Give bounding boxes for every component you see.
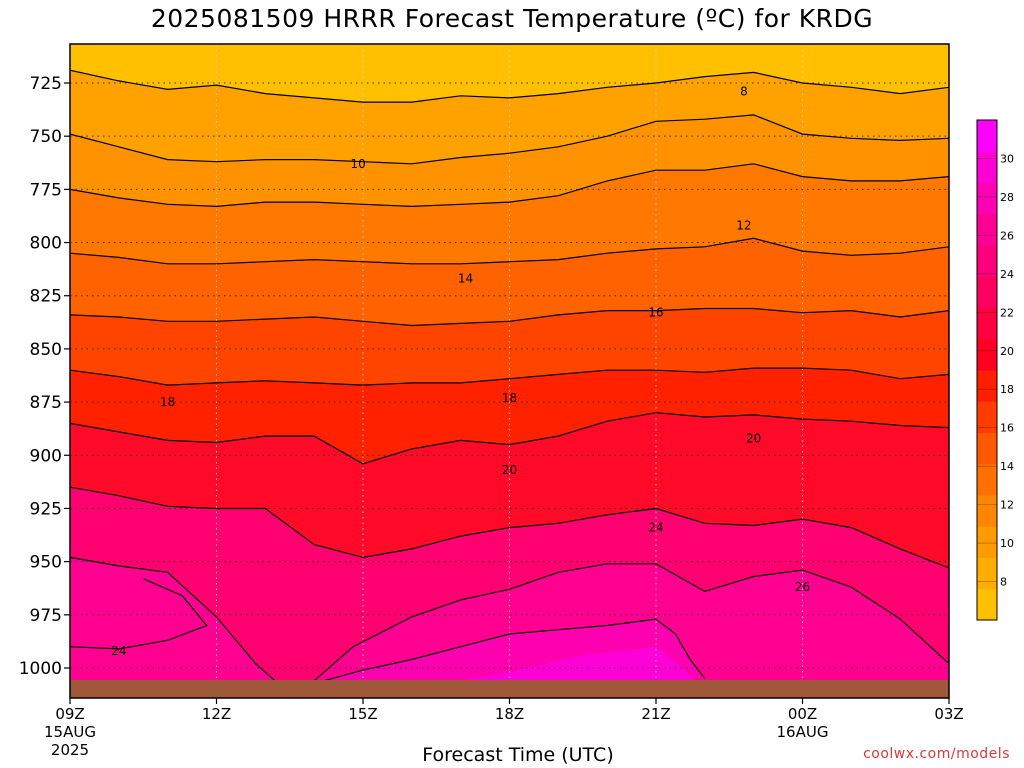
isotherm-26-8 [70, 556, 276, 682]
colorbar-swatch-10 [977, 276, 997, 308]
x-tick-label-09Z: 09Z [55, 705, 84, 723]
y-tick-label-850: 850 [30, 340, 62, 360]
colorbar-swatch-11 [977, 245, 997, 277]
colorbar-swatch-6 [977, 401, 997, 433]
terrain-strip [70, 680, 949, 698]
isotherm-28-11 [323, 618, 706, 682]
isotherm-18-5 [70, 367, 949, 386]
y-tick-label-725: 725 [30, 74, 62, 94]
y-tick-label-775: 775 [30, 180, 62, 200]
colorbar-swatch-2 [977, 526, 997, 558]
contour-label-3: 14 [458, 272, 473, 286]
colorbar-swatch-12 [977, 213, 997, 246]
colorbar-swatch-14 [977, 151, 997, 183]
y-tick-label-975: 975 [30, 606, 62, 626]
colorbar-tick-label-20: 20 [1000, 345, 1014, 358]
temperature-pocket-left [70, 578, 207, 649]
colorbar-tick-label-22: 22 [1000, 306, 1014, 319]
isotherm-14-3 [70, 237, 949, 265]
colorbar-tick-label-14: 14 [1000, 460, 1014, 473]
isotherm-12-2 [70, 163, 949, 208]
isotherm-16-4 [70, 307, 949, 327]
temperature-core-30 [460, 646, 696, 681]
contour-label-4: 16 [648, 306, 663, 320]
x-tick-label-15Z: 15Z [348, 705, 377, 723]
isotherm-8-0 [70, 69, 949, 103]
isotherm-24-10 [70, 578, 208, 650]
x-tick-sublabel-09Z-1: 2025 [51, 741, 89, 759]
colorbar-swatch-9 [977, 307, 997, 340]
y-tick-label-950: 950 [30, 553, 62, 573]
colorbar-frame [976, 119, 998, 621]
colorbar-swatch-1 [977, 557, 997, 590]
contour-label-0: 8 [740, 85, 748, 99]
colorbar-swatch-5 [977, 432, 997, 465]
x-tick-label-00Z: 00Z [788, 705, 817, 723]
colorbar-tick-label-12: 12 [1000, 499, 1014, 512]
colorbar-tick-label-10: 10 [1000, 537, 1014, 550]
chart-title: 2025081509 HRRR Forecast Temperature (ºC… [150, 4, 874, 33]
contour-label-8: 20 [746, 431, 761, 445]
x-tick-label-12Z: 12Z [202, 705, 231, 723]
x-axis-label: Forecast Time (UTC) [422, 744, 614, 766]
y-tick-label-800: 800 [30, 234, 62, 254]
y-tick-label-875: 875 [30, 393, 62, 413]
x-tick-label-21Z: 21Z [641, 705, 670, 723]
contour-label-7: 20 [502, 463, 517, 477]
x-tick-label-03Z: 03Z [934, 705, 963, 723]
contour-label-5: 18 [160, 395, 175, 409]
colorbar-tick-label-26: 26 [1000, 229, 1014, 242]
contour-label-1: 10 [350, 157, 365, 171]
colorbar-swatch-7 [977, 370, 997, 402]
colorbar-tick-label-28: 28 [1000, 191, 1014, 204]
y-tick-label-1000: 1000 [19, 659, 62, 679]
isotherm-24-7 [70, 486, 949, 569]
x-tick-sublabel-09Z-0: 15AUG [44, 723, 96, 741]
contour-label-9: 24 [648, 521, 663, 535]
contour-label-6: 18 [502, 391, 517, 405]
colorbar-swatch-3 [977, 495, 997, 527]
x-tick-sublabel-00Z-0: 16AUG [777, 723, 829, 741]
colorbar-swatch-0 [977, 588, 997, 621]
credit-link[interactable]: coolwx.com/models [863, 746, 1010, 762]
colorbar-swatch-4 [977, 463, 997, 496]
contour-label-11: 24 [111, 644, 126, 658]
colorbar-tick-label-18: 18 [1000, 383, 1014, 396]
isotherm-26-9 [313, 563, 949, 682]
colorbar-tick-label-30: 30 [1000, 152, 1014, 165]
y-tick-label-925: 925 [30, 499, 62, 519]
isotherm-10-1 [70, 114, 949, 165]
y-tick-label-825: 825 [30, 287, 62, 307]
contour-label-10: 26 [795, 580, 810, 594]
colorbar-tick-label-24: 24 [1000, 268, 1014, 281]
y-tick-label-900: 900 [30, 446, 62, 466]
colorbar-swatch-15 [977, 120, 997, 152]
y-tick-label-750: 750 [30, 127, 62, 147]
colorbar-swatch-13 [977, 182, 997, 215]
x-tick-label-18Z: 18Z [495, 705, 524, 723]
contour-label-2: 12 [736, 219, 751, 233]
colorbar-tick-label-8: 8 [1000, 576, 1007, 589]
colorbar-tick-label-16: 16 [1000, 422, 1014, 435]
isotherm-20-6 [70, 412, 949, 465]
colorbar-swatch-8 [977, 338, 997, 371]
